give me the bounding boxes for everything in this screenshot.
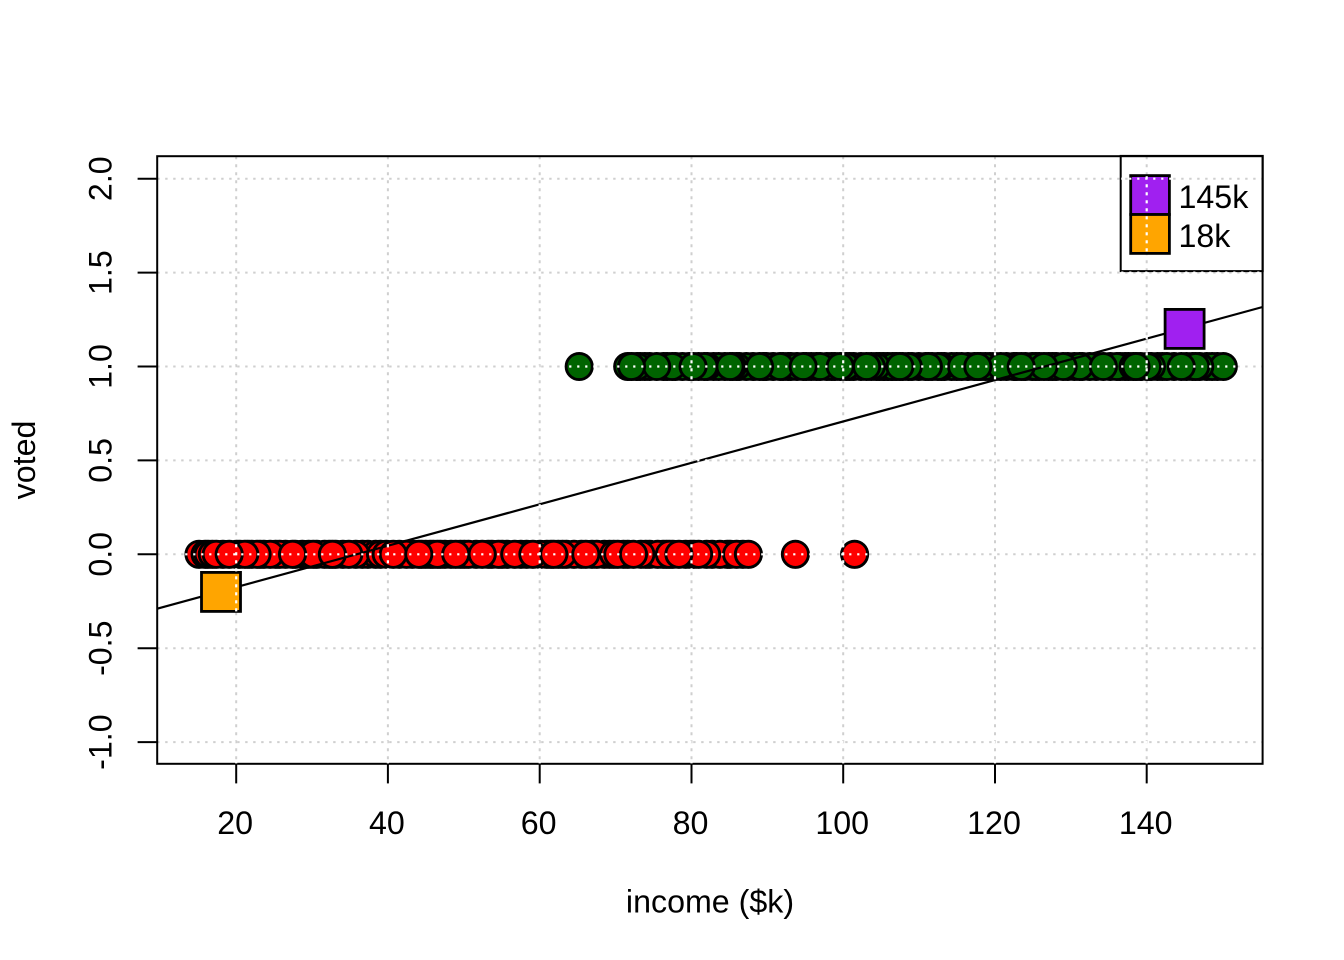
svg-text:60: 60 <box>521 805 557 841</box>
svg-text:income ($k): income ($k) <box>626 884 794 920</box>
svg-text:2.0: 2.0 <box>83 156 119 201</box>
svg-text:20: 20 <box>217 805 253 841</box>
svg-text:18k: 18k <box>1179 218 1232 254</box>
svg-text:-0.5: -0.5 <box>83 620 119 675</box>
svg-text:0.5: 0.5 <box>83 438 119 483</box>
svg-text:0.0: 0.0 <box>83 532 119 577</box>
svg-text:100: 100 <box>815 805 869 841</box>
svg-text:-1.0: -1.0 <box>83 714 119 769</box>
svg-text:1.5: 1.5 <box>83 250 119 295</box>
svg-text:140: 140 <box>1119 805 1173 841</box>
svg-text:120: 120 <box>967 805 1021 841</box>
svg-text:voted: voted <box>6 421 42 500</box>
svg-text:145k: 145k <box>1179 179 1250 215</box>
svg-text:40: 40 <box>369 805 405 841</box>
svg-text:80: 80 <box>673 805 709 841</box>
svg-text:1.0: 1.0 <box>83 344 119 389</box>
